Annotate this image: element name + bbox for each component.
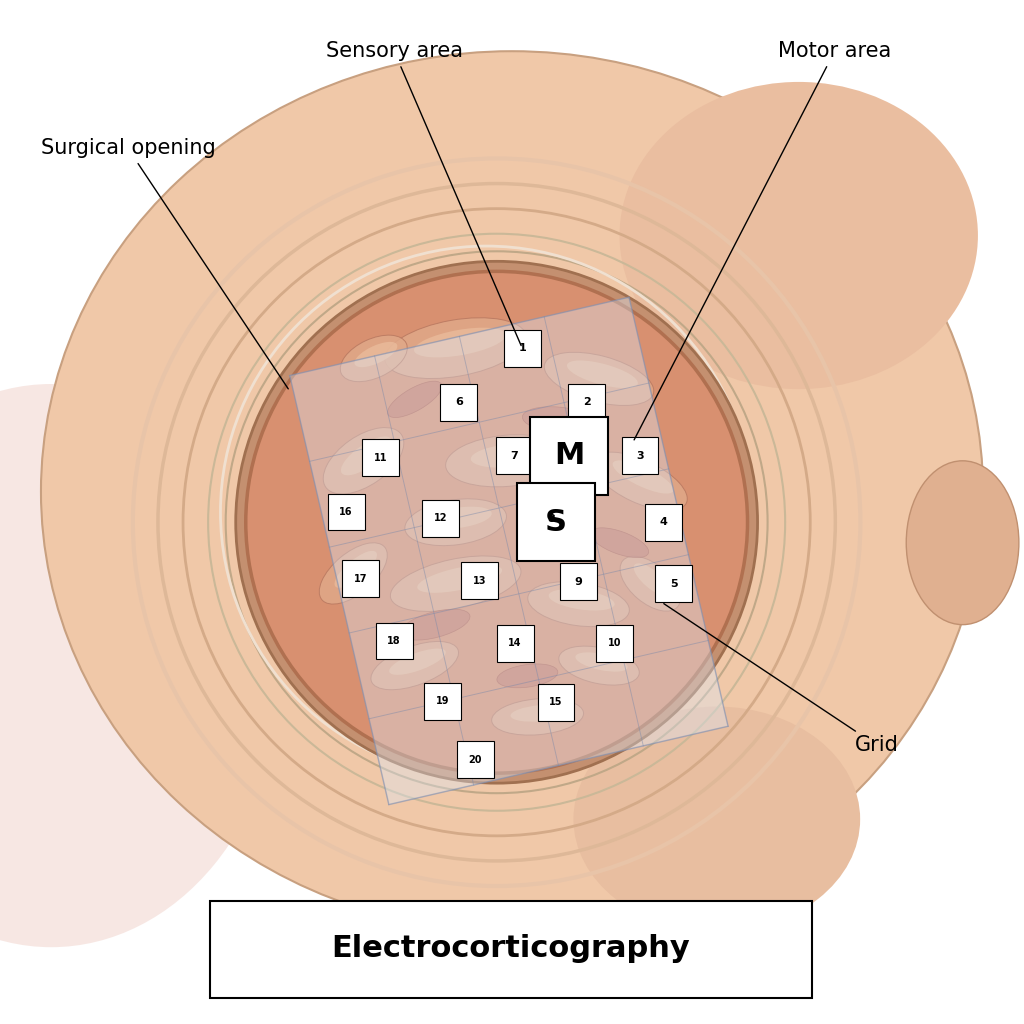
Ellipse shape [79,86,945,897]
Text: 13: 13 [472,575,486,586]
Circle shape [236,261,758,783]
Ellipse shape [522,407,594,433]
Bar [645,504,682,541]
Ellipse shape [575,652,628,672]
Bar [655,565,692,602]
Ellipse shape [545,352,653,406]
Text: 16: 16 [339,507,353,517]
Ellipse shape [621,556,680,611]
Text: 18: 18 [387,636,401,646]
Ellipse shape [335,551,377,588]
Text: 6: 6 [455,397,463,408]
Ellipse shape [354,342,397,368]
Text: Electrocorticography: Electrocorticography [332,934,690,963]
Ellipse shape [418,564,502,593]
Text: Grid: Grid [664,604,899,756]
Text: 4: 4 [659,517,668,527]
Ellipse shape [620,82,978,389]
Ellipse shape [426,507,492,528]
Ellipse shape [612,461,674,494]
Ellipse shape [527,582,630,627]
Bar [532,501,569,538]
Bar [496,437,532,474]
FancyBboxPatch shape [210,901,812,998]
Text: 5: 5 [670,579,678,589]
Text: 20: 20 [468,755,482,765]
Text: 11: 11 [374,453,388,463]
Bar [362,439,399,476]
Ellipse shape [389,648,445,675]
Ellipse shape [634,563,671,596]
Text: Surgical opening: Surgical opening [41,138,288,389]
Ellipse shape [559,646,639,685]
Text: 7: 7 [510,451,518,461]
Ellipse shape [387,381,442,418]
Text: 3: 3 [636,451,644,461]
Bar [504,330,541,367]
Bar [461,562,498,599]
Bar [440,384,477,421]
Ellipse shape [591,527,648,558]
Text: 17: 17 [353,573,368,584]
Ellipse shape [400,609,470,640]
Text: 2: 2 [583,397,591,408]
Ellipse shape [549,589,614,610]
Text: M: M [554,441,585,470]
Bar [538,684,574,721]
Bar [568,384,605,421]
Polygon shape [290,297,728,805]
Ellipse shape [385,317,526,379]
Ellipse shape [324,428,403,494]
Ellipse shape [319,543,387,604]
Bar [422,500,459,537]
Ellipse shape [573,707,860,932]
Ellipse shape [593,453,687,510]
Circle shape [246,271,748,773]
Bar [517,483,595,561]
Ellipse shape [567,360,638,388]
Bar [560,563,597,600]
Bar [530,417,608,495]
Text: 8: 8 [547,514,555,524]
Ellipse shape [471,443,550,468]
Bar [342,560,379,597]
Text: 10: 10 [607,638,622,648]
Bar [457,741,494,778]
Bar [376,623,413,659]
Bar [622,437,658,474]
Text: S: S [545,508,567,537]
Bar [596,625,633,662]
Ellipse shape [340,335,408,382]
Text: Motor area: Motor area [634,41,891,440]
Ellipse shape [341,436,391,475]
Ellipse shape [41,51,983,932]
Text: 19: 19 [435,696,450,707]
Bar [424,683,461,720]
Text: 9: 9 [574,577,583,587]
Ellipse shape [41,51,983,932]
Ellipse shape [0,384,282,947]
Text: Sensory area: Sensory area [326,41,521,346]
Text: 15: 15 [549,697,563,708]
Text: 12: 12 [433,513,447,523]
Ellipse shape [511,705,570,722]
Bar [497,625,534,662]
Ellipse shape [492,698,584,735]
Text: 14: 14 [508,638,522,648]
Ellipse shape [404,499,507,546]
Ellipse shape [126,130,898,853]
Ellipse shape [414,328,506,357]
Ellipse shape [906,461,1019,625]
Text: 1: 1 [518,343,526,353]
Ellipse shape [371,641,459,690]
Ellipse shape [497,664,558,688]
Ellipse shape [445,435,568,486]
Bar [328,494,365,530]
Ellipse shape [390,556,521,611]
